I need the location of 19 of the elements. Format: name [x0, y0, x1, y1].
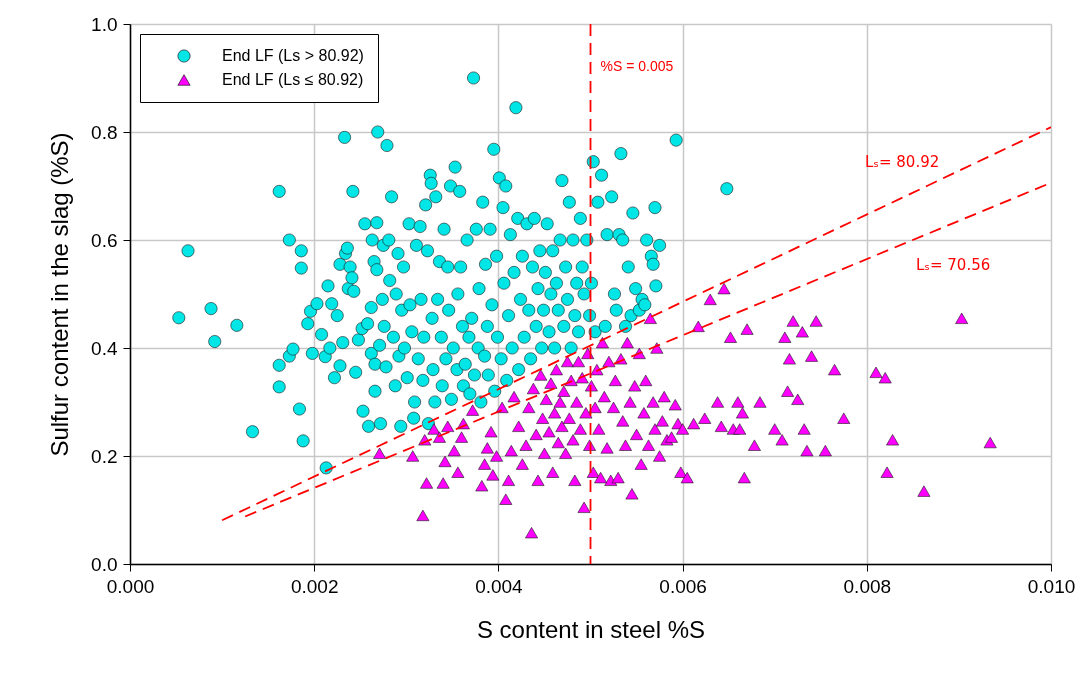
y-tick-label: 0.4 [91, 337, 118, 359]
x-tick-label: 0.010 [1027, 575, 1076, 597]
y-tick-label: 0.0 [91, 553, 118, 575]
y-tick-label: 0.8 [91, 121, 118, 143]
y-tick-label: 1.0 [91, 13, 118, 35]
x-tick-label: 0.008 [843, 575, 892, 597]
x-tick-label: 0.000 [106, 575, 155, 597]
x-axis-title: S content in steel %S [476, 615, 706, 643]
x-tick-label: 0.002 [290, 575, 339, 597]
x-tick-label: 0.004 [475, 575, 524, 597]
y-tick-label: 0.6 [91, 229, 118, 251]
ref-line-label: %S = 0.005 [600, 58, 674, 75]
legend-label: End LF (Ls > 80.92) [222, 47, 364, 64]
series-label: Lₛ= 80.92 [865, 153, 940, 172]
y-tick-label: 0.2 [91, 445, 118, 467]
y-axis-title: Sulfur content in the slag (%S) [46, 132, 74, 457]
series-label: Lₛ= 70.56 [916, 255, 991, 274]
legend-label: End LF (Ls ≤ 80.92) [222, 71, 364, 88]
x-tick-label: 0.006 [659, 575, 707, 597]
